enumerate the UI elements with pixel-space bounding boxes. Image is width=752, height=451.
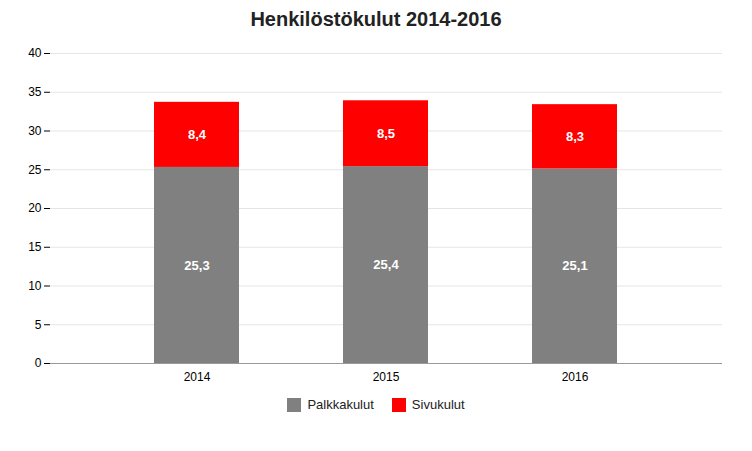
svg-text:35: 35 [28, 85, 42, 99]
svg-text:25,1: 25,1 [562, 258, 587, 273]
svg-text:25: 25 [28, 163, 42, 177]
html-text:Henkilöstökulut 2014-2016: Henkilöstökulut 2014-2016 [250, 8, 502, 30]
svg-text:30: 30 [28, 124, 42, 138]
svg-text:40: 40 [28, 46, 42, 60]
html-text:Sivukulut: Sivukulut [411, 397, 465, 412]
svg-text:25,4: 25,4 [373, 257, 399, 272]
svg-text:20: 20 [28, 201, 42, 215]
svg-text:10: 10 [28, 279, 42, 293]
svg-text:8,4: 8,4 [188, 127, 207, 142]
svg-text:15: 15 [28, 240, 42, 254]
svg-text:8,5: 8,5 [377, 126, 395, 141]
svg-text:5: 5 [35, 318, 42, 332]
html-text:Palkkakulut: Palkkakulut [307, 397, 374, 412]
svg-text:2015: 2015 [373, 370, 400, 384]
svg-text:25,3: 25,3 [184, 258, 209, 273]
svg-text:8,3: 8,3 [566, 129, 584, 144]
svg-text:0: 0 [35, 356, 42, 370]
svg-text:2016: 2016 [562, 370, 589, 384]
svg-text:2014: 2014 [184, 370, 211, 384]
